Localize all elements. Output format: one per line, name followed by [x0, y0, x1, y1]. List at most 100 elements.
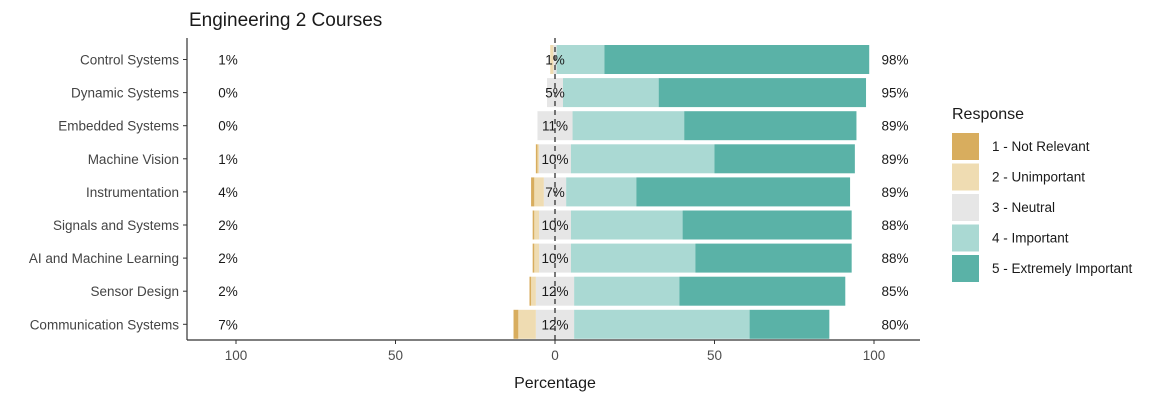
- bar-segment-2: [531, 276, 536, 306]
- bar-segment-3: [555, 78, 563, 108]
- x-tick-label: 0: [551, 348, 559, 363]
- x-tick-label: 50: [388, 348, 403, 363]
- low-percent-label: 7%: [218, 317, 238, 332]
- legend-label: 1 - Not Relevant: [992, 139, 1090, 154]
- bar-segment-5: [684, 111, 857, 141]
- x-axis-ticks: 100 50 0 50 100: [225, 340, 886, 363]
- bar-segment-3: [535, 276, 555, 306]
- legend-label: 3 - Neutral: [992, 200, 1055, 215]
- legend: Response 1 - Not Relevant 2 - Unimportant…: [952, 106, 1133, 282]
- bar-segment-3: [555, 210, 571, 240]
- neutral-percent-label: 12%: [541, 317, 568, 332]
- high-percent-label: 89%: [881, 152, 908, 167]
- chart-title: Engineering 2 Courses: [189, 10, 382, 31]
- category-label: Communication Systems: [30, 317, 180, 332]
- high-percent-label: 95%: [881, 86, 908, 101]
- bar-segment-3: [539, 210, 555, 240]
- legend-label: 5 - Extremely Important: [992, 261, 1133, 276]
- bar-segment-4: [574, 276, 680, 306]
- bar-segment-5: [604, 45, 870, 74]
- bar-segment-2: [537, 144, 540, 174]
- legend-swatch: [952, 163, 979, 191]
- bar-segment-4: [570, 243, 696, 273]
- legend-swatch: [952, 133, 979, 160]
- bar-segment-3: [547, 78, 555, 108]
- category-label: Dynamic Systems: [71, 86, 179, 101]
- bar-group: [513, 45, 870, 339]
- bar-segment-3: [535, 309, 555, 339]
- bar-segment-5: [695, 243, 852, 273]
- high-percent-label: 89%: [881, 185, 908, 200]
- bar-segment-2: [550, 45, 554, 74]
- bar-segment-5: [658, 78, 867, 108]
- legend-title: Response: [952, 106, 1024, 123]
- low-percent-label: 1%: [218, 53, 238, 68]
- percentage-labels: 1% 1% 98%0% 5% 95%0% 11% 89%1% 10% 89%4% 7% 89%2% 1…: [218, 53, 908, 333]
- high-percent-label: 89%: [881, 119, 908, 134]
- low-percent-label: 0%: [218, 86, 238, 101]
- bar-segment-5: [749, 309, 830, 339]
- low-percent-label: 1%: [218, 152, 238, 167]
- bar-segment-5: [679, 276, 846, 306]
- bar-segment-1: [513, 309, 519, 339]
- legend-swatch: [952, 224, 979, 252]
- legend-label: 2 - Unimportant: [992, 170, 1085, 185]
- legend-swatch: [952, 255, 979, 282]
- neutral-percent-label: 11%: [542, 119, 568, 134]
- low-percent-label: 2%: [218, 251, 238, 266]
- high-percent-label: 88%: [881, 251, 908, 266]
- bar-segment-4: [572, 111, 685, 141]
- bar-segment-3: [555, 309, 575, 339]
- high-percent-label: 85%: [881, 284, 908, 299]
- bar-segment-4: [574, 309, 750, 339]
- bar-segment-3: [553, 45, 555, 74]
- bar-segment-2: [534, 210, 540, 240]
- legend-label: 4 - Important: [992, 231, 1069, 246]
- high-percent-label: 98%: [881, 53, 908, 68]
- x-tick-label: 50: [707, 348, 722, 363]
- bar-segment-4: [562, 78, 659, 108]
- bar-segment-4: [570, 210, 683, 240]
- bar-segment-3: [555, 243, 571, 273]
- neutral-percent-label: 10%: [541, 218, 568, 233]
- bar-segment-1: [532, 243, 535, 273]
- bar-segment-2: [534, 243, 540, 273]
- bar-segment-1: [531, 177, 535, 207]
- category-label: Signals and Systems: [53, 218, 179, 233]
- x-tick-label: 100: [863, 348, 886, 363]
- bar-segment-3: [555, 144, 571, 174]
- category-label: AI and Machine Learning: [29, 251, 179, 266]
- bar-segment-5: [682, 210, 852, 240]
- low-percent-label: 2%: [218, 284, 238, 299]
- bar-segment-3: [539, 144, 555, 174]
- bar-segment-1: [529, 276, 532, 306]
- category-label: Embedded Systems: [58, 119, 179, 134]
- low-percent-label: 0%: [218, 119, 238, 134]
- category-label: Instrumentation: [86, 185, 179, 200]
- bar-segment-5: [636, 177, 851, 207]
- bar-segment-2: [518, 309, 536, 339]
- bar-segment-3: [555, 111, 573, 141]
- category-label: Control Systems: [80, 53, 179, 68]
- low-percent-label: 4%: [218, 185, 238, 200]
- category-label: Machine Vision: [88, 152, 179, 167]
- bar-segment-3: [543, 177, 555, 207]
- bar-segment-3: [555, 276, 575, 306]
- bar-segment-3: [539, 243, 555, 273]
- bar-segment-4: [570, 144, 715, 174]
- low-percent-label: 2%: [218, 218, 238, 233]
- x-tick-label: 100: [225, 348, 248, 363]
- high-percent-label: 88%: [881, 218, 908, 233]
- bar-segment-3: [555, 177, 567, 207]
- bar-segment-4: [566, 177, 637, 207]
- high-percent-label: 80%: [881, 317, 908, 332]
- bar-segment-5: [714, 144, 855, 174]
- bar-segment-3: [537, 111, 555, 141]
- bar-segment-4: [556, 45, 605, 74]
- bar-segment-2: [534, 177, 544, 207]
- category-label: Sensor Design: [90, 284, 179, 299]
- bar-segment-1: [535, 144, 538, 174]
- bar-segment-3: [555, 45, 557, 74]
- category-labels: Control Systems Dynamic Systems Embedded S…: [29, 53, 187, 332]
